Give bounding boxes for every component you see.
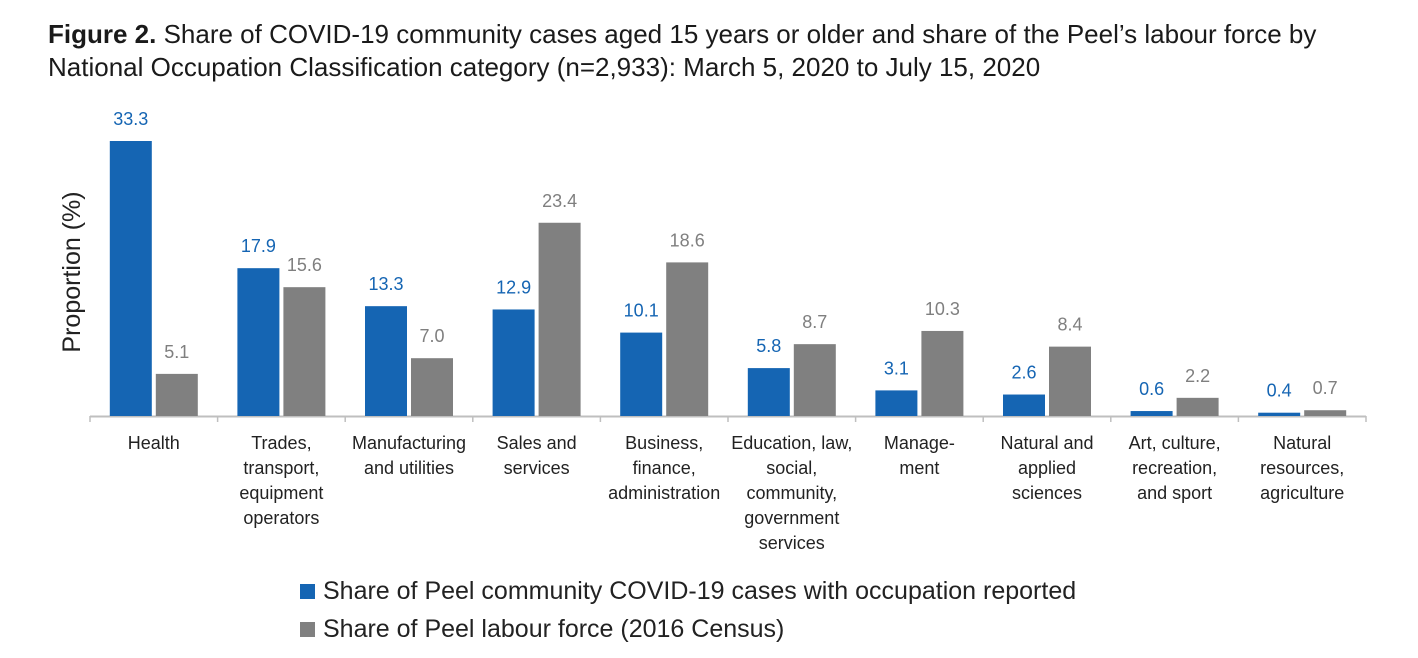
figure-label: Figure 2. bbox=[48, 19, 157, 49]
x-tick-label: Natural resources, agriculture bbox=[1260, 433, 1344, 503]
bar-cases bbox=[1003, 394, 1045, 416]
data-label-cases: 0.6 bbox=[1139, 379, 1164, 399]
legend-swatch-labour-force bbox=[300, 621, 315, 637]
bar-labour-force bbox=[921, 330, 964, 416]
x-tick-label: Health bbox=[128, 433, 180, 453]
legend-item-labour-force: Share of Peel labour force (2016 Census) bbox=[300, 610, 1076, 648]
data-label-cases: 13.3 bbox=[368, 274, 403, 294]
figure-title-text: Share of COVID-19 community cases aged 1… bbox=[48, 19, 1317, 82]
x-tick-label-line: government bbox=[744, 508, 839, 528]
x-tick-label: Business, finance, administration bbox=[608, 433, 720, 503]
x-tick-label: Art, culture, recreation, and sport bbox=[1129, 433, 1221, 503]
bar-chart: Proportion (%) 33.3 5.1 Health 17.9 15.6 Trade… bbox=[58, 109, 1367, 553]
legend-item-cases: Share of Peel community COVID-19 cases w… bbox=[300, 572, 1076, 610]
x-tick-label-line: Trades, bbox=[251, 433, 311, 453]
data-label-cases: 10.1 bbox=[624, 301, 659, 321]
legend-swatch-cases bbox=[300, 583, 315, 599]
bar-labour-force bbox=[666, 262, 709, 416]
bar-cases bbox=[875, 390, 918, 416]
figure-title: Figure 2. Share of COVID-19 community ca… bbox=[48, 18, 1388, 84]
data-label-labour-force: 8.4 bbox=[1057, 315, 1082, 335]
x-tick-label-line: Business, bbox=[625, 433, 703, 453]
x-tick-label-line: and sport bbox=[1137, 483, 1212, 503]
bar-cases bbox=[1130, 411, 1173, 416]
data-label-labour-force: 2.2 bbox=[1185, 366, 1210, 386]
bar-cases bbox=[237, 268, 280, 416]
bar-labour-force bbox=[283, 287, 326, 416]
x-tick-label-line: operators bbox=[243, 508, 319, 528]
x-tick-label-line: sciences bbox=[1012, 483, 1082, 503]
bar-cases bbox=[620, 332, 663, 416]
data-label-labour-force: 7.0 bbox=[419, 326, 444, 346]
bar-labour-force bbox=[411, 358, 453, 416]
x-tick-label: Education, law, social, community, governme… bbox=[731, 433, 852, 553]
data-label-labour-force: 15.6 bbox=[287, 255, 322, 275]
x-tick-label-line: resources, bbox=[1260, 458, 1344, 478]
data-label-cases: 5.8 bbox=[756, 336, 781, 356]
x-tick-label-line: Manufacturing bbox=[352, 433, 466, 453]
data-label-labour-force: 18.6 bbox=[670, 230, 705, 250]
x-tick-label: Trades, transport, equipment operators bbox=[239, 433, 323, 528]
x-tick-label-line: and utilities bbox=[364, 458, 454, 478]
y-axis-label: Proportion (%) bbox=[58, 191, 86, 352]
x-tick-label-line: Health bbox=[128, 433, 180, 453]
data-label-cases: 33.3 bbox=[113, 109, 148, 129]
bar-cases bbox=[492, 309, 535, 416]
data-label-cases: 3.1 bbox=[884, 358, 909, 378]
chart-legend: Share of Peel community COVID-19 cases w… bbox=[300, 572, 1076, 648]
x-tick-label-line: Sales and bbox=[497, 433, 577, 453]
bar-labour-force bbox=[793, 344, 836, 416]
x-tick-label-line: Manage- bbox=[884, 433, 955, 453]
data-label-labour-force: 23.4 bbox=[542, 191, 577, 211]
legend-label-cases: Share of Peel community COVID-19 cases w… bbox=[323, 576, 1077, 605]
x-tick-label-line: finance, bbox=[633, 458, 696, 478]
x-tick-label-line: agriculture bbox=[1260, 483, 1344, 503]
data-label-labour-force: 5.1 bbox=[164, 342, 189, 362]
data-label-labour-force: 8.7 bbox=[802, 312, 827, 332]
bar-labour-force bbox=[155, 373, 198, 416]
x-tick-label: Sales and services bbox=[497, 433, 577, 478]
x-tick-label-line: equipment bbox=[239, 483, 323, 503]
x-tick-label-line: Education, law, bbox=[731, 433, 852, 453]
data-label-cases: 12.9 bbox=[496, 277, 531, 297]
bar-cases bbox=[109, 141, 152, 416]
x-tick-label-line: recreation, bbox=[1132, 458, 1217, 478]
bar-labour-force bbox=[1304, 410, 1347, 416]
data-label-cases: 2.6 bbox=[1011, 363, 1036, 383]
bar-labour-force bbox=[538, 222, 581, 416]
data-label-cases: 0.4 bbox=[1267, 381, 1292, 401]
x-tick-label-line: transport, bbox=[243, 458, 319, 478]
data-label-labour-force: 10.3 bbox=[925, 299, 960, 319]
x-tick-label-line: Natural bbox=[1273, 433, 1331, 453]
x-tick-label-line: applied bbox=[1018, 458, 1076, 478]
x-tick-label-line: ment bbox=[899, 458, 939, 478]
x-tick-label: Manage-ment bbox=[884, 433, 955, 478]
x-tick-label-line: administration bbox=[608, 483, 720, 503]
x-tick-label-line: Art, culture, bbox=[1129, 433, 1221, 453]
bar-labour-force bbox=[1049, 346, 1091, 416]
x-tick-label: Natural and applied sciences bbox=[1000, 433, 1093, 503]
x-tick-label: Manufacturing and utilities bbox=[352, 433, 466, 478]
bar-labour-force bbox=[1176, 397, 1219, 416]
x-tick-label-line: community, bbox=[746, 483, 837, 503]
x-tick-label-line: services bbox=[504, 458, 570, 478]
legend-label-labour-force: Share of Peel labour force (2016 Census) bbox=[323, 614, 785, 643]
bar-cases bbox=[747, 368, 790, 416]
x-tick-label-line: Natural and bbox=[1000, 433, 1093, 453]
bar-cases bbox=[365, 306, 407, 416]
x-tick-label-line: social, bbox=[766, 458, 817, 478]
data-label-labour-force: 0.7 bbox=[1313, 378, 1338, 398]
data-label-cases: 17.9 bbox=[241, 236, 276, 256]
bar-cases bbox=[1258, 412, 1301, 416]
x-tick-label-line: services bbox=[759, 533, 825, 553]
